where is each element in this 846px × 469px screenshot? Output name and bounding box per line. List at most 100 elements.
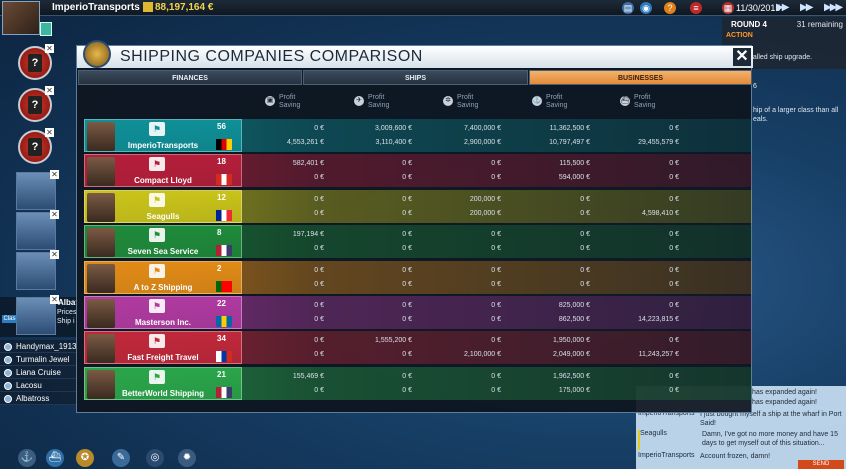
send-button[interactable]: SEND bbox=[798, 460, 844, 469]
statistics-icon[interactable]: ▤ bbox=[622, 2, 634, 14]
column-sublabel: Saving bbox=[368, 102, 390, 109]
country-flag-icon bbox=[216, 245, 232, 257]
speed-fast-button[interactable]: ▶▶ bbox=[800, 2, 813, 13]
column-header: ▣ Profit Saving bbox=[265, 94, 345, 116]
question-icon: ? bbox=[28, 54, 42, 72]
company-row[interactable]: ⚑ A to Z Shipping 2 0 €0 €0 €0 €0 €0 €0 €0 … bbox=[84, 260, 752, 294]
close-button[interactable]: ✕ bbox=[733, 48, 751, 66]
notification[interactable]: ✕ Albat Prices Ship i Clas bbox=[0, 295, 78, 337]
speed-fastest-button[interactable]: ▶▶▶ bbox=[824, 2, 843, 13]
company-row[interactable]: ⚑ Fast Freight Travel 34 0 €0 €1,555,200 €0… bbox=[84, 331, 752, 365]
saving-value: 0 € bbox=[402, 209, 412, 217]
column-label: Profit bbox=[457, 94, 474, 101]
ceo-avatar bbox=[87, 192, 115, 222]
game-date: 11/30/2015 bbox=[736, 3, 781, 13]
saving-value: 0 € bbox=[580, 245, 590, 253]
company-row[interactable]: ⚑ Seagulls 12 0 € 0 € 0 € 0 € 200,000 € 200,000 … bbox=[84, 189, 752, 223]
profit-value: 11,362,500 € bbox=[549, 125, 590, 132]
saving-value: 0 € bbox=[491, 316, 501, 323]
menu-icon[interactable]: ≡ bbox=[690, 2, 702, 14]
company-card[interactable]: ⚑ Seven Sea Service 8 bbox=[84, 225, 242, 259]
company-card[interactable]: ⚑ Seagulls 12 bbox=[84, 189, 242, 223]
speed-play-button[interactable]: ▶▶ bbox=[776, 2, 789, 13]
bottom-toolbar: ⚓ ⛴ ✪ ✎ ◎ ✹ bbox=[0, 447, 220, 469]
ship-thumbnail[interactable]: ✕ bbox=[16, 210, 59, 250]
company-logo-icon: ⚑ bbox=[149, 192, 165, 207]
ship-icon: ⛴ bbox=[620, 96, 630, 106]
globe-icon[interactable]: ◉ bbox=[640, 2, 652, 14]
close-icon[interactable]: ✕ bbox=[45, 128, 54, 137]
close-icon[interactable]: ✕ bbox=[50, 170, 59, 179]
profit-value: 825,000 € bbox=[558, 302, 590, 309]
company-logo-icon: ⚑ bbox=[149, 334, 165, 349]
ship-list-item[interactable]: Lacosu bbox=[0, 379, 78, 392]
saving-value: 0 € bbox=[491, 280, 501, 288]
player-avatar[interactable] bbox=[2, 1, 40, 35]
profit-value: 0 € bbox=[669, 266, 679, 274]
close-icon[interactable]: ✕ bbox=[50, 250, 59, 259]
company-logo-icon: ⚑ bbox=[149, 228, 165, 243]
company-rank: 2 bbox=[217, 263, 222, 273]
company-card[interactable]: ⚑ Compact Lloyd 18 bbox=[84, 154, 242, 188]
ship-name: Turmalin Jewel bbox=[16, 355, 70, 364]
ship-list-item[interactable]: Handymax_1913 bbox=[0, 340, 78, 353]
question-icon: ? bbox=[28, 138, 42, 156]
settings-icon[interactable]: ✹ bbox=[178, 449, 196, 467]
company-card[interactable]: ⚑ Fast Freight Travel 34 bbox=[84, 331, 242, 365]
ship-thumbnail[interactable]: ✕ bbox=[16, 170, 59, 210]
close-icon[interactable]: ✕ bbox=[45, 86, 54, 95]
mission-card-1[interactable]: ? ✕ bbox=[18, 44, 54, 80]
emblem-icon[interactable]: ✪ bbox=[76, 449, 94, 467]
value-cells: 582,401 € 0 € 0 € 0 € 0 € 0 € 115,500 € 594,000… bbox=[244, 154, 752, 187]
ship-thumbnail[interactable]: ✕ bbox=[16, 250, 59, 290]
profit-value: 155,469 € bbox=[292, 372, 324, 380]
company-row[interactable]: ⚑ Seven Sea Service 8 197,194 € 0 € 0 € 0 € 0 €… bbox=[84, 225, 752, 259]
company-name: Compact Lloyd bbox=[134, 176, 192, 186]
company-card[interactable]: ⚑ A to Z Shipping 2 bbox=[84, 260, 242, 294]
column-header: ✈ Profit Saving bbox=[354, 94, 434, 116]
close-icon[interactable]: ✕ bbox=[50, 295, 59, 304]
company-card[interactable]: ⚑ BetterWorld Shipping 21 bbox=[84, 366, 242, 400]
port-icon[interactable]: ◎ bbox=[146, 449, 164, 467]
tab-finances[interactable]: FINANCES bbox=[78, 70, 302, 85]
company-row[interactable]: ⚑ ImperioTransports 56 0 € 4,553,261 € 3,009,… bbox=[84, 119, 752, 152]
company-row[interactable]: ⚑ Masterson Inc. 22 0 € 0 € 0 € 0 € 0 € 0 € 825,0… bbox=[84, 296, 752, 329]
column-label: Profit bbox=[279, 94, 296, 101]
anchor-icon[interactable]: ⚓ bbox=[18, 449, 36, 467]
saving-value: 175,000 € bbox=[558, 386, 590, 394]
mission-card-2[interactable]: ? ✕ bbox=[18, 86, 54, 122]
tab-ships[interactable]: SHIPS bbox=[303, 70, 528, 85]
notification-line: Prices bbox=[57, 309, 77, 316]
country-flag-icon bbox=[216, 316, 232, 327]
ship-list-item[interactable]: Albatross bbox=[0, 392, 78, 405]
ceo-avatar bbox=[87, 334, 115, 364]
dialog-title: SHIPPING COMPANIES COMPARISON bbox=[120, 48, 423, 65]
chat-message: Seagulls Damn, I've got no more money an… bbox=[638, 430, 844, 450]
company-card[interactable]: ⚑ ImperioTransports 56 bbox=[84, 119, 242, 152]
help-icon[interactable]: ? bbox=[664, 2, 676, 14]
ship-list-item[interactable]: Turmalin Jewel bbox=[0, 353, 78, 366]
company-row[interactable]: ⚑ BetterWorld Shipping 21 155,469 € 0 € 0 € 0 … bbox=[84, 366, 752, 400]
country-flag-icon bbox=[216, 139, 232, 150]
profit-value: 0 € bbox=[491, 337, 501, 345]
mission-card-3[interactable]: ? ✕ bbox=[18, 128, 54, 164]
company-name: ImperioTransports bbox=[52, 2, 140, 13]
tools-icon[interactable]: ✎ bbox=[112, 449, 130, 467]
ship-list-item[interactable]: Liana Cruise bbox=[0, 366, 78, 379]
saving-value: 0 € bbox=[402, 174, 412, 182]
company-card[interactable]: ⚑ Masterson Inc. 22 bbox=[84, 296, 242, 329]
tab-businesses[interactable]: BUSINESSES bbox=[529, 70, 752, 85]
rounds-remaining: 31 remaining bbox=[796, 20, 843, 29]
ship-list: Handymax_1913 Turmalin Jewel Liana Cruis… bbox=[0, 340, 78, 405]
chat-line: has expanded again! bbox=[752, 389, 817, 396]
ship-icon bbox=[4, 356, 12, 364]
company-row[interactable]: ⚑ Compact Lloyd 18 582,401 € 0 € 0 € 0 € 0 € 0 €… bbox=[84, 154, 752, 188]
class-badge: Clas bbox=[2, 315, 17, 323]
column-sublabel: Saving bbox=[546, 102, 568, 109]
close-icon[interactable]: ✕ bbox=[50, 210, 59, 219]
profit-value: 3,009,600 € bbox=[375, 125, 412, 132]
ship-name: Albatross bbox=[16, 394, 50, 403]
profit-value: 200,000 € bbox=[469, 195, 501, 203]
ship-icon[interactable]: ⛴ bbox=[46, 449, 64, 467]
close-icon[interactable]: ✕ bbox=[45, 44, 54, 53]
